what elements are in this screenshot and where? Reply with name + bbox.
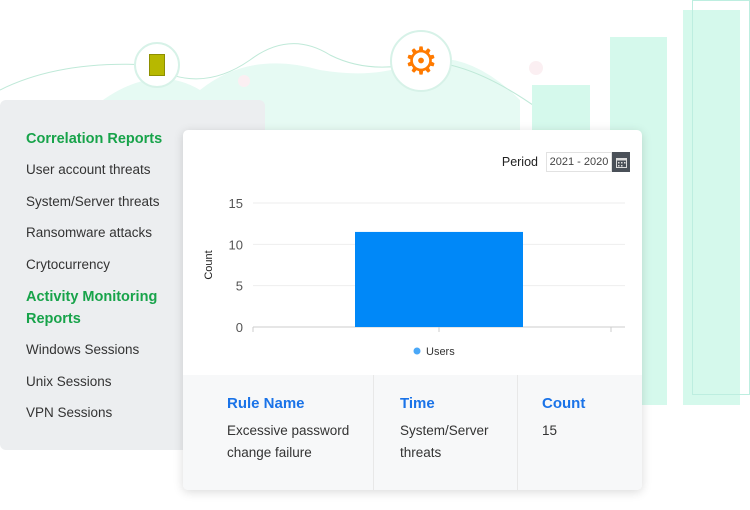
y-tick-label: 0: [236, 320, 243, 335]
sidebar-item-user-account-threats[interactable]: User account threats: [26, 162, 151, 177]
sidebar-item-cryptocurrency[interactable]: Crytocurrency: [26, 256, 111, 272]
period-input[interactable]: 2021 - 2020: [546, 152, 612, 172]
dot-decoration: [529, 61, 543, 75]
calendar-icon[interactable]: [612, 152, 630, 172]
bar-chart: 0 5 10 15 Count Users: [203, 196, 625, 358]
header-count: Count: [542, 395, 586, 412]
y-tick-label: 10: [229, 237, 243, 252]
bar: [355, 231, 523, 327]
header-time: Time: [400, 395, 435, 412]
section-activity-monitoring-reports[interactable]: Activity Monitoring Reports: [26, 289, 158, 327]
gear-check-icon: ⚙: [390, 30, 452, 92]
dot-decoration: [238, 75, 250, 87]
y-tick-label: 5: [236, 279, 243, 294]
legend-label: Users: [426, 346, 455, 358]
section-correlation-reports[interactable]: Correlation Reports: [26, 131, 163, 147]
sidebar-item-ransomware-attacks[interactable]: Ransomware attacks: [26, 225, 153, 240]
background-bar: [532, 85, 590, 130]
report-card: 0 5 10 15 Count Users Period 2021 - 2020 Rule…: [183, 130, 642, 490]
rule-table: Rule Name Excessive password change fail…: [183, 375, 642, 490]
cell-time: System/Server threats: [400, 423, 489, 460]
period-label: Period: [501, 155, 538, 169]
column-rule-name: Rule Name Excessive password change fail…: [183, 375, 374, 490]
cell-count: 15: [542, 423, 558, 438]
period-selector: Period 2021 - 2020: [502, 152, 630, 172]
document-icon: [134, 42, 180, 88]
column-time: Time System/Server threats: [374, 375, 518, 490]
sidebar-item-windows-sessions[interactable]: Windows Sessions: [26, 342, 140, 357]
header-rule-name: Rule Name: [227, 395, 305, 412]
cell-rule-name: Excessive password change failure: [227, 423, 350, 460]
y-axis-label: Count: [203, 250, 215, 279]
sidebar-item-unix-sessions[interactable]: Unix Sessions: [26, 373, 112, 389]
sidebar-item-vpn-sessions[interactable]: VPN Sessions: [26, 405, 113, 420]
y-tick-label: 15: [229, 196, 243, 211]
background-frame: [692, 0, 750, 395]
column-count: Count 15: [518, 375, 642, 490]
legend-marker: [413, 347, 421, 355]
sidebar-item-system-server-threats[interactable]: System/Server threats: [26, 193, 160, 209]
